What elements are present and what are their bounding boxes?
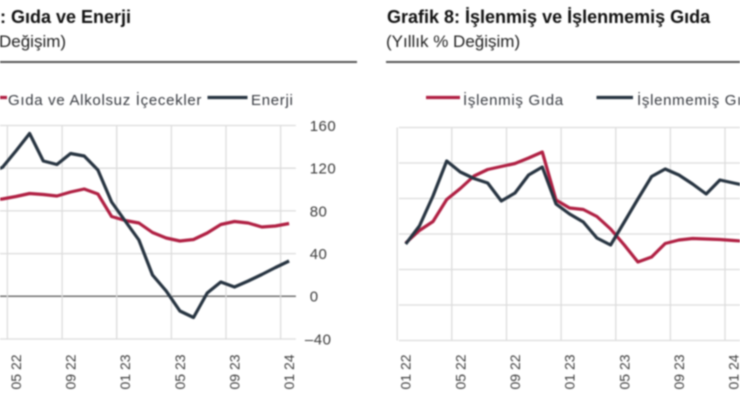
svg-text:09 22: 09 22 xyxy=(63,354,79,389)
svg-text:80: 80 xyxy=(310,203,328,220)
svg-text:120: 120 xyxy=(310,161,337,178)
svg-text:05 22: 05 22 xyxy=(8,354,24,389)
svg-text:01 24: 01 24 xyxy=(281,354,297,389)
svg-text:09 23: 09 23 xyxy=(227,354,243,389)
svg-text:01 24: 01 24 xyxy=(726,354,740,389)
svg-text:–40: –40 xyxy=(305,331,332,348)
svg-text:05 22: 05 22 xyxy=(452,354,468,389)
svg-text:05 23: 05 23 xyxy=(172,354,188,389)
svg-text:01 23: 01 23 xyxy=(117,354,133,389)
svg-text:40: 40 xyxy=(310,246,328,263)
svg-text:160: 160 xyxy=(310,118,337,135)
svg-text:05 23: 05 23 xyxy=(616,354,632,389)
svg-text:09 22: 09 22 xyxy=(507,354,523,389)
svg-text:01 23: 01 23 xyxy=(562,354,578,389)
svg-text:01 22: 01 22 xyxy=(398,354,414,389)
svg-text:0: 0 xyxy=(310,289,319,306)
svg-text:09 23: 09 23 xyxy=(671,354,687,389)
